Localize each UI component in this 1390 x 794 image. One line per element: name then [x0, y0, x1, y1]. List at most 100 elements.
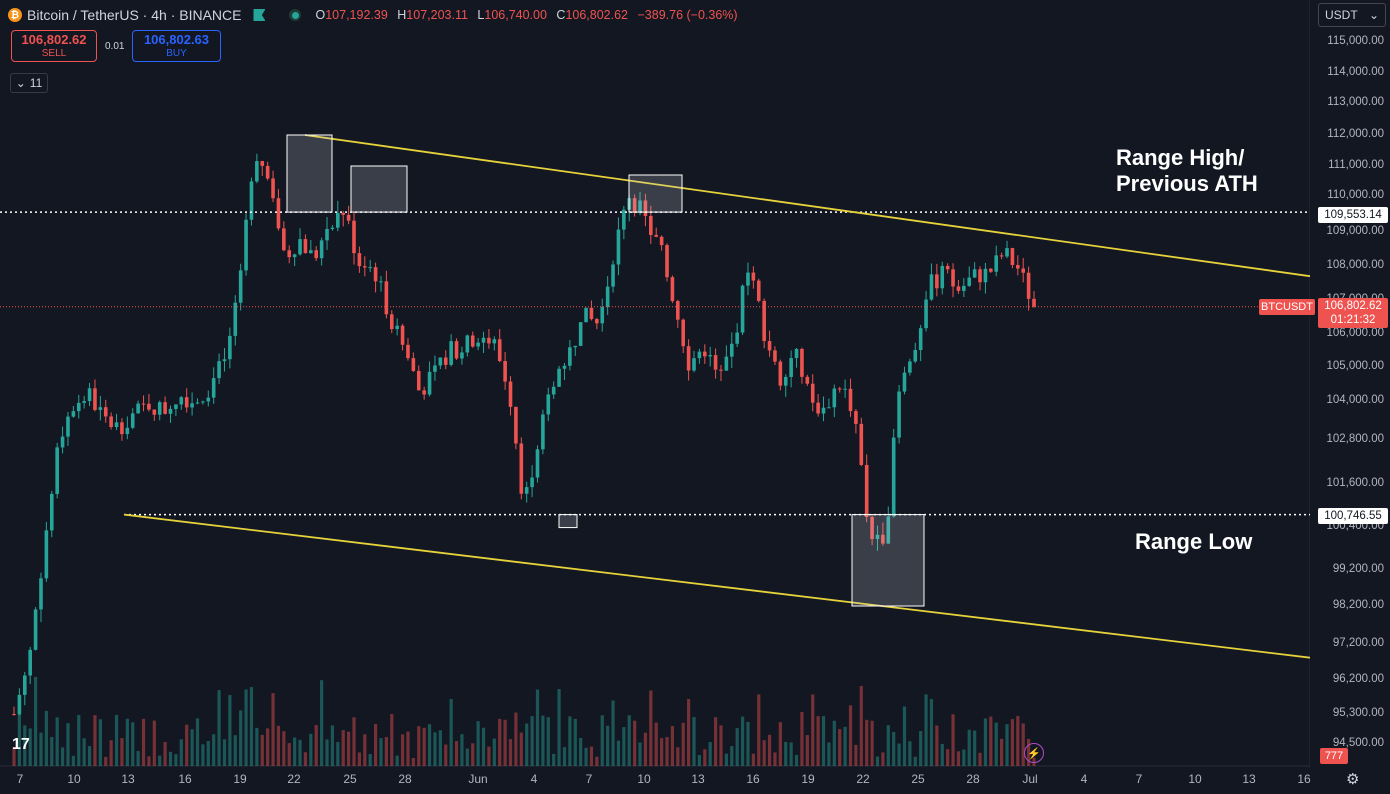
range-high-price-tag: 109,553.14 [1318, 207, 1388, 223]
volume-bar [978, 752, 982, 766]
symbol-title[interactable]: Bitcoin / TetherUS · 4h · BINANCE [27, 7, 242, 23]
candle [195, 402, 200, 404]
volume-bar [633, 720, 637, 766]
range-low-annotation: Range Low [1135, 529, 1253, 554]
volume-bar [681, 722, 685, 766]
volume-bar [190, 729, 194, 766]
volume-bar [773, 752, 777, 766]
time-tick-label: 4 [1080, 772, 1088, 786]
candle [184, 397, 189, 408]
volume-bar [314, 725, 318, 766]
price-tick-label: 101,600.00 [1326, 477, 1384, 489]
low-value: 106,740.00 [484, 8, 547, 22]
market-status-icon[interactable] [289, 9, 302, 21]
volume-bar [249, 687, 254, 766]
buy-button[interactable]: 106,802.63 BUY [132, 30, 221, 62]
time-tick-label: Jun [468, 772, 488, 786]
volume-bar [1005, 724, 1009, 766]
candle [411, 358, 416, 371]
candle [989, 268, 993, 272]
candle [39, 578, 43, 610]
candle [206, 397, 211, 402]
volume-bar [471, 743, 475, 766]
candle [260, 161, 265, 166]
candle [967, 277, 972, 286]
volume-bar [611, 700, 615, 766]
candle [103, 407, 108, 417]
candle [881, 534, 885, 544]
volume-bar [643, 732, 648, 766]
candle [346, 214, 351, 221]
candle [76, 402, 81, 412]
candle [702, 351, 707, 357]
candle [573, 345, 578, 348]
price-tick-label: 114,000.00 [1327, 66, 1384, 78]
time-tick-label: 13 [121, 772, 135, 786]
tradingview-logo[interactable]: 17 [12, 736, 30, 753]
candle [82, 401, 86, 403]
flag-icon[interactable] [253, 9, 266, 21]
volume-bar [325, 739, 329, 766]
volume-bar [141, 718, 146, 766]
volume-bar [303, 752, 308, 766]
candle [978, 269, 982, 283]
volume-bar [384, 737, 388, 766]
candle [465, 335, 470, 353]
currency-select[interactable]: USDT ⌄ [1318, 3, 1386, 27]
volume-bar [120, 738, 124, 766]
candle [972, 269, 977, 278]
volume-bar [854, 744, 858, 766]
candle [395, 325, 399, 330]
symbol-header[interactable]: ₿ Bitcoin / TetherUS · 4h · BINANCE O107… [8, 5, 744, 25]
candle [595, 319, 599, 324]
volume-bar [341, 730, 345, 766]
volume-bar [44, 710, 48, 766]
volume-bar [606, 725, 610, 766]
volume-bar [373, 724, 378, 766]
volume-bar [1010, 719, 1015, 766]
volume-bar [973, 730, 977, 766]
candle [584, 307, 588, 323]
volume-bar [811, 694, 815, 766]
indicators-toggle[interactable]: ⌄ 11 [10, 73, 48, 93]
volume-bar [255, 727, 259, 766]
candle [1026, 272, 1031, 299]
candle [697, 351, 702, 359]
candle [174, 404, 178, 409]
gear-icon[interactable]: ⚙ [1346, 771, 1360, 788]
candle [767, 341, 772, 351]
candle [325, 228, 329, 241]
volume-bar [784, 741, 788, 766]
volume-bar [82, 738, 86, 766]
candle [287, 250, 292, 258]
price-tick-label: 96,200.00 [1332, 673, 1384, 685]
price-chart[interactable] [0, 0, 1310, 768]
candle [729, 343, 734, 357]
lightning-icon[interactable]: ⚡ [1024, 743, 1044, 763]
volume-bar [1016, 715, 1020, 766]
sell-button[interactable]: 106,802.62 SELL [11, 30, 97, 62]
volume-bar [924, 694, 928, 766]
volume-bar [39, 732, 43, 766]
volume-bar [136, 751, 140, 766]
candle [487, 337, 491, 344]
candle [238, 270, 243, 303]
volume-bar [800, 711, 804, 766]
candle [913, 350, 918, 362]
candle [362, 266, 367, 268]
volume-bar [492, 738, 496, 766]
volume-bar [579, 738, 583, 766]
candle [400, 325, 405, 345]
candle [503, 361, 507, 382]
candle [535, 449, 540, 478]
candle [778, 361, 783, 386]
candle [60, 436, 65, 448]
candle [109, 416, 113, 428]
candle [481, 337, 486, 343]
volume-bar [195, 718, 200, 766]
candle [163, 402, 167, 414]
candle [821, 407, 826, 414]
volume-bar [1000, 738, 1004, 766]
candle [638, 200, 642, 213]
volume-bar [519, 732, 523, 766]
